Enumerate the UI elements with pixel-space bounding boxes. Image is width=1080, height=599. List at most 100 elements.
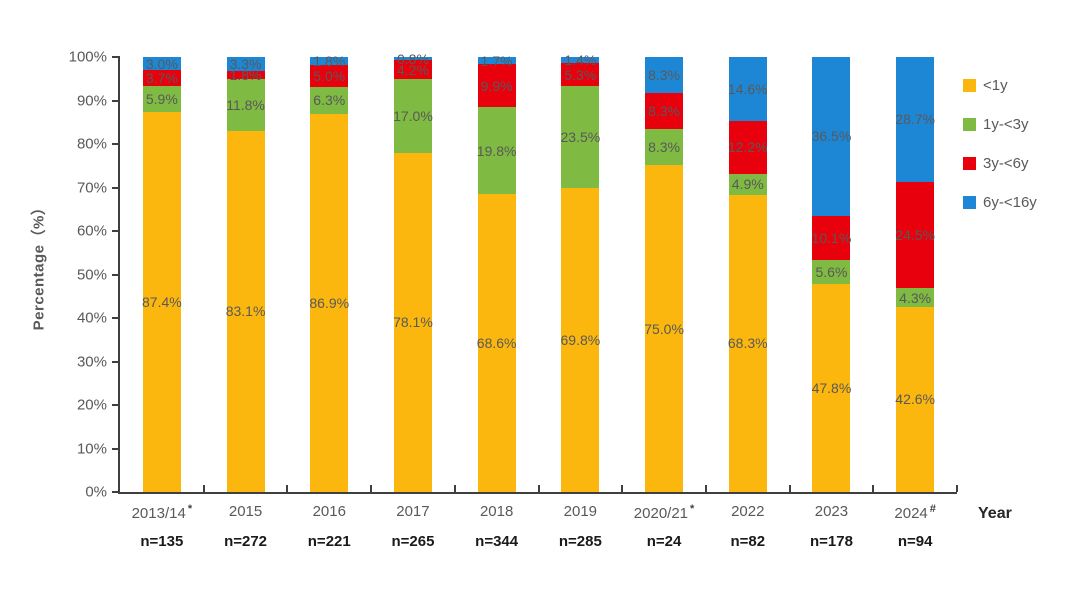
bar-segment bbox=[477, 57, 516, 65]
segment-value-label: 4.3% bbox=[899, 289, 932, 306]
x-tick-label: 2020/21 * bbox=[633, 503, 695, 522]
x-tick-label: 2018 bbox=[480, 504, 513, 519]
bar-segment bbox=[142, 70, 181, 87]
x-tick-mark bbox=[956, 485, 958, 492]
segment-value-label: 5.6% bbox=[815, 263, 848, 280]
bar-segment bbox=[561, 188, 600, 492]
segment-value-label: 1.7% bbox=[480, 52, 513, 69]
stacked-bar: 69.8% 23.5% 5.3% 1.4% bbox=[560, 53, 600, 492]
x-tick-mark bbox=[286, 485, 289, 492]
segment-value-label: 17.0% bbox=[393, 107, 433, 124]
segment-value-label: 1.8% bbox=[313, 52, 346, 69]
year-text: 2019 bbox=[563, 503, 598, 520]
segment-value-label: 78.1% bbox=[393, 314, 433, 331]
segment-value-label: 10.1% bbox=[811, 229, 852, 246]
bar-segment bbox=[645, 129, 684, 166]
x-tick-label: 2023 bbox=[815, 504, 848, 519]
legend-swatch bbox=[963, 157, 976, 170]
bar-segment bbox=[728, 120, 767, 174]
bar-segment bbox=[561, 57, 600, 64]
segment-value-label: 8.3% bbox=[648, 139, 681, 156]
bar-segment bbox=[477, 107, 516, 194]
segment-value-label: 36.5% bbox=[811, 128, 852, 145]
y-tick-label: 20% bbox=[76, 396, 107, 414]
sample-size-label: n=221 bbox=[307, 533, 351, 550]
segment-value-label: 83.1% bbox=[225, 303, 266, 320]
segment-value-label: 68.3% bbox=[727, 335, 768, 352]
bar-segment bbox=[393, 152, 432, 492]
year-marker: * bbox=[690, 503, 695, 515]
x-tick-label: 2013/14 * bbox=[131, 503, 193, 522]
y-tick-label: 100% bbox=[68, 48, 107, 66]
y-tick-mark bbox=[112, 491, 120, 493]
year-text: 2024 bbox=[894, 505, 928, 522]
y-tick-label: 70% bbox=[76, 179, 107, 196]
year-text: 2020/21 bbox=[633, 505, 689, 522]
x-tick-label: 2017 bbox=[396, 504, 429, 519]
segment-value-label: 12.2% bbox=[727, 139, 768, 156]
bar-segment bbox=[142, 86, 181, 112]
bar-segment bbox=[896, 288, 935, 307]
y-tick-mark bbox=[112, 56, 120, 58]
bar-segment bbox=[142, 111, 181, 492]
bar-segment bbox=[812, 57, 851, 216]
stacked-bar: 68.6% 19.8% 9.9% 1.7% bbox=[476, 52, 517, 492]
sample-size-label: n=178 bbox=[809, 533, 853, 550]
year-text: 2015 bbox=[228, 503, 263, 520]
bar-segment bbox=[728, 194, 767, 492]
bar-segment bbox=[393, 60, 432, 79]
segment-value-label: 5.9% bbox=[145, 90, 178, 107]
stacked-bar: 75.0% 8.3% 8.3% 8.3% bbox=[644, 57, 684, 492]
bar-segment bbox=[645, 165, 684, 492]
year-marker: * bbox=[187, 503, 193, 515]
segment-value-label: 47.8% bbox=[811, 380, 852, 397]
sample-size-label: n=82 bbox=[730, 533, 766, 550]
bar-segment bbox=[226, 130, 265, 492]
segment-value-label: 3.3% bbox=[229, 56, 262, 73]
segment-value-label: 86.9% bbox=[309, 295, 350, 311]
segment-value-label: 87.4% bbox=[141, 293, 182, 310]
year-text: 2018 bbox=[479, 503, 514, 520]
x-tick-mark bbox=[537, 485, 540, 492]
bar-segment bbox=[645, 93, 684, 130]
segment-value-label: 1.8% bbox=[229, 67, 262, 84]
segment-value-label: 5.3% bbox=[564, 66, 597, 83]
x-tick-mark bbox=[453, 485, 456, 492]
x-tick-label: 2016 bbox=[313, 504, 346, 519]
bar-segment bbox=[477, 193, 516, 492]
bar-segment bbox=[393, 78, 432, 153]
bar-segment bbox=[226, 57, 265, 72]
x-tick-label: 2024 # bbox=[894, 503, 936, 522]
year-marker: # bbox=[929, 503, 936, 515]
legend-label: <1y bbox=[983, 77, 1008, 94]
bar-segment bbox=[226, 71, 265, 80]
bar-segment bbox=[896, 306, 935, 492]
y-tick-label: 90% bbox=[76, 92, 107, 109]
x-tick-label: 2022 bbox=[731, 504, 764, 519]
x-axis-title: Year bbox=[978, 505, 1012, 522]
segment-value-label: 75.0% bbox=[644, 320, 684, 337]
x-tick-label: 2019 bbox=[564, 504, 597, 519]
legend-item: 6y-<16y bbox=[963, 195, 1037, 210]
y-tick-label: 40% bbox=[76, 309, 107, 327]
segment-value-label: 9.9% bbox=[480, 77, 513, 94]
sample-size-label: n=285 bbox=[558, 533, 602, 550]
y-tick-label: 50% bbox=[76, 266, 107, 283]
segment-value-label: 3.7% bbox=[145, 70, 178, 87]
y-tick-mark bbox=[112, 143, 120, 145]
year-text: 2017 bbox=[396, 503, 430, 520]
legend-swatch bbox=[963, 79, 976, 92]
segment-value-label: 4.9% bbox=[731, 176, 764, 193]
year-text: 2013/14 bbox=[131, 505, 186, 522]
segment-value-label: 68.6% bbox=[476, 334, 517, 351]
bar-segment bbox=[310, 114, 349, 492]
y-tick-label: 30% bbox=[76, 353, 107, 370]
y-tick-label: 10% bbox=[76, 440, 107, 457]
legend-label: 3y-<6y bbox=[983, 155, 1029, 172]
segment-value-label: 1.4% bbox=[564, 52, 597, 69]
bar-segment bbox=[226, 79, 265, 131]
sample-size-label: n=344 bbox=[475, 533, 519, 550]
y-tick-mark bbox=[112, 447, 120, 450]
bar-segment bbox=[561, 86, 600, 189]
segment-value-label: 28.7% bbox=[895, 111, 935, 128]
